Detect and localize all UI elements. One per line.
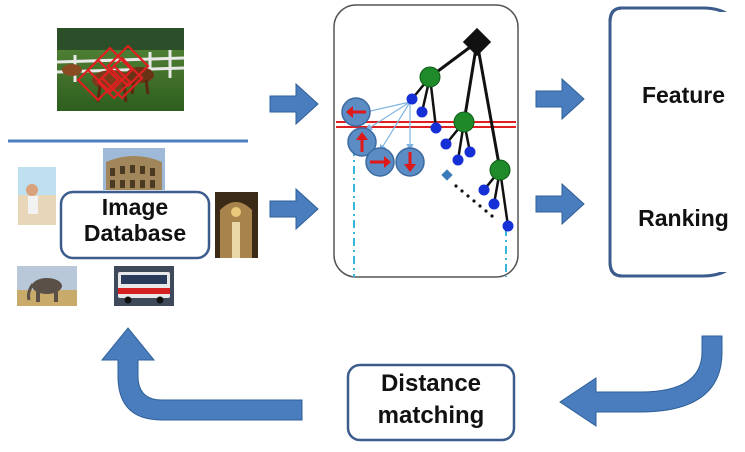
arrow-tree-to-ranking [535,182,585,226]
thumbnail-bus [114,266,174,306]
feature-ranking-panel-inner [614,12,743,272]
image-database-line1: Image [101,194,169,220]
arrow-query-to-tree [269,82,319,126]
arrow-database-to-tree [269,187,319,231]
image-database-label: Image Database [61,194,209,247]
image-database-line2: Database [83,220,187,247]
image-database-box [59,190,211,260]
internal-nodes [419,66,511,181]
distance-line2: matching [377,401,485,429]
arrow-ranking-to-distance [559,335,723,427]
continuation-dots [454,184,494,218]
leaf-nodes [406,93,514,232]
tree-panel [333,4,519,278]
thumbnail-colosseum [103,148,165,190]
distance-matching-box [346,363,516,442]
thumbnail-beach [18,167,56,225]
diamond-marker [441,169,453,181]
query-image [56,28,185,111]
distance-matching-label: Distance matching [348,370,514,429]
detection-boxes [76,44,150,102]
ranking-label: Ranking [638,205,729,231]
feature-vectors [341,97,425,177]
distance-line1: Distance [380,370,482,397]
feature-label: Feature [641,82,726,108]
dashed-guides [353,148,507,277]
arrow-tree-to-feature [535,77,585,121]
thumbnail-elephant [17,266,77,306]
thumbnail-cathedral [215,192,258,258]
arrow-distance-to-database [100,327,303,421]
